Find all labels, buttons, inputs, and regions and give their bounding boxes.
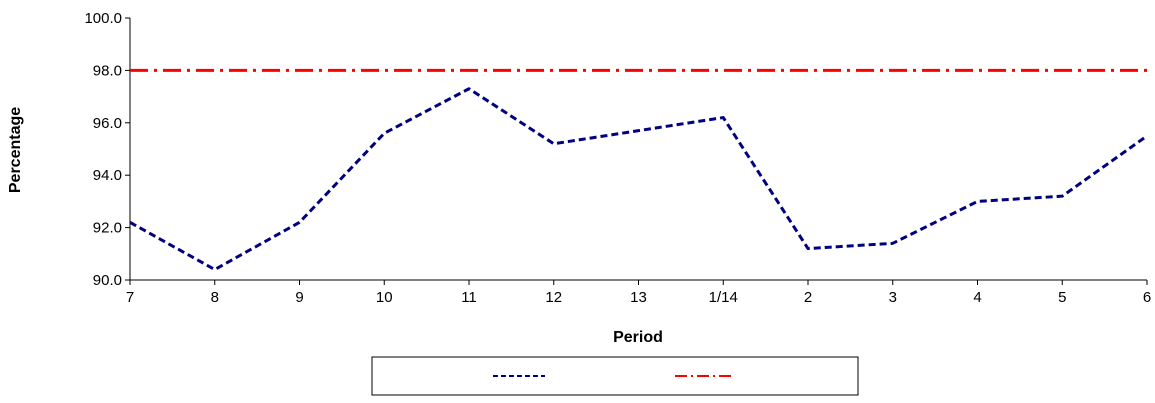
x-tick-label: 1/14 (709, 289, 738, 306)
x-tick-label: 5 (1058, 289, 1066, 306)
legend-box (371, 356, 859, 396)
x-tick-label: 4 (973, 289, 981, 306)
y-tick-label: 98.0 (93, 62, 122, 79)
y-tick-label: 92.0 (93, 220, 122, 237)
series-line-1 (129, 87, 1148, 272)
x-tick-label: 9 (295, 289, 303, 306)
x-tick-label: 7 (126, 289, 134, 306)
x-axis-title: Period (613, 329, 663, 346)
x-tick-label: 6 (1143, 289, 1151, 306)
x-tick-label: 11 (461, 289, 477, 306)
x-tick-label: 8 (211, 289, 219, 306)
legend (371, 356, 859, 396)
x-tick-label: 12 (545, 289, 562, 306)
x-tick-label: 13 (630, 289, 647, 306)
chart-axes (129, 18, 1147, 281)
y-tick-label: 100.0 (84, 10, 122, 27)
y-tick-label: 90.0 (93, 272, 122, 289)
x-tick-label: 2 (804, 289, 812, 306)
x-tick-label: 3 (889, 289, 897, 306)
series-layer (129, 68, 1148, 272)
y-ticks: 90.0 92.0 94.0 96.0 98.0 100.0 (84, 10, 130, 289)
y-axis-title: Percentage (7, 107, 24, 193)
x-tick-label: 10 (376, 289, 393, 306)
y-tick-label: 96.0 (93, 115, 122, 132)
y-tick-label: 94.0 (93, 167, 122, 184)
x-ticks: 7 8 9 10 11 12 13 1/14 2 3 4 5 6 (126, 280, 1151, 306)
